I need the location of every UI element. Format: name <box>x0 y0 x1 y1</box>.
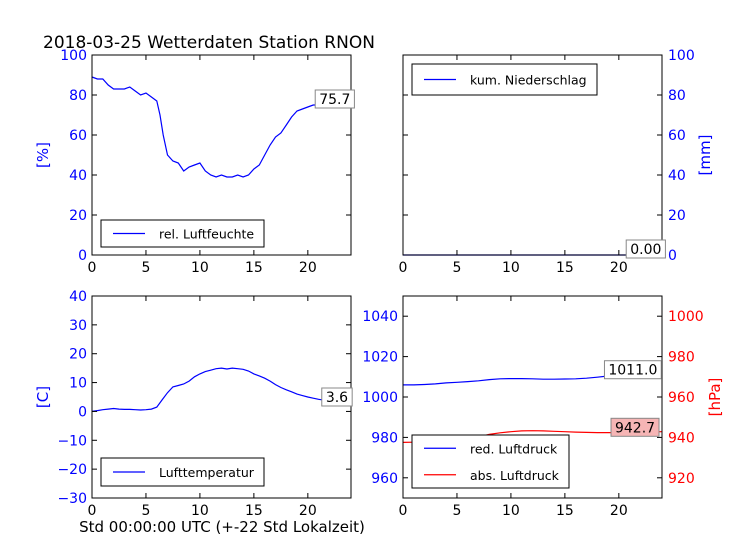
x-tick-label-pressure: 5 <box>452 503 461 519</box>
y-tick-label-humidity: 0 <box>78 248 87 264</box>
value-annotation-pressure-1: 942.7 <box>615 420 655 436</box>
y-tick-label-humidity: 60 <box>69 128 87 144</box>
y-tick-label-humidity: 80 <box>69 88 87 104</box>
y-right-axis-label-pressure: [hPa] <box>706 378 724 417</box>
y-tick-label-pressure: 1020 <box>362 350 398 366</box>
y-tick-label-temperature: −20 <box>57 462 87 478</box>
x-tick-label-precip: 5 <box>452 260 461 276</box>
x-tick-label-pressure: 15 <box>556 503 574 519</box>
legend-label-pressure-0: red. Luftdruck <box>470 441 558 456</box>
y-right-tick-label-pressure: 940 <box>668 430 695 446</box>
legend-label-precip-0: kum. Niederschlag <box>470 73 587 88</box>
y-tick-label-pressure: 960 <box>371 471 398 487</box>
y-tick-label-temperature: 20 <box>69 347 87 363</box>
x-tick-label-humidity: 0 <box>88 260 97 276</box>
y-right-tick-label-pressure: 1000 <box>668 309 704 325</box>
y-tick-label-precip: 60 <box>668 128 686 144</box>
x-tick-label-pressure: 20 <box>610 503 628 519</box>
value-annotation-box-pressure <box>610 417 660 437</box>
x-tick-label-humidity: 15 <box>245 260 263 276</box>
x-tick-label-humidity: 10 <box>191 260 209 276</box>
x-tick-label-pressure: 0 <box>399 503 408 519</box>
y-tick-label-pressure: 980 <box>371 430 398 446</box>
y-tick-label-humidity: 100 <box>60 48 87 64</box>
y-tick-label-temperature: 40 <box>69 289 87 305</box>
x-tick-label-temperature: 0 <box>88 503 97 519</box>
value-annotation-humidity-0: 75.7 <box>319 92 350 108</box>
y-tick-label-humidity: 40 <box>69 168 87 184</box>
y-tick-label-precip: 20 <box>668 208 686 224</box>
y-tick-label-temperature: 10 <box>69 376 87 392</box>
axes-frame-precip <box>402 54 663 256</box>
legend-pressure <box>411 434 570 489</box>
y-tick-label-precip: 40 <box>668 168 686 184</box>
y-tick-label-humidity: 20 <box>69 208 87 224</box>
value-annotation-box-humidity <box>314 89 355 109</box>
y-tick-label-temperature: −10 <box>57 433 87 449</box>
y-right-tick-label-pressure: 980 <box>668 350 695 366</box>
y-axis-label-temperature: [C] <box>34 386 52 408</box>
axes-frame-humidity <box>91 54 352 256</box>
series-line-temperature-0 <box>91 367 352 412</box>
legend-label-pressure-1: abs. Luftdruck <box>470 468 560 483</box>
y-right-tick-label-pressure: 920 <box>668 471 695 487</box>
y-axis-label-precip: [mm] <box>696 135 714 176</box>
chart-temperature: 0 5 10 15 20 −30 −20 −10 0 10 20 30 40 [C] 3.6 Lufttemp… <box>34 289 353 519</box>
value-annotation-box-precip <box>625 239 666 259</box>
y-right-tick-label-pressure: 960 <box>668 390 695 406</box>
y-axis-label-humidity: [%] <box>34 142 52 168</box>
y-tick-label-temperature: 0 <box>78 404 87 420</box>
y-tick-label-pressure: 1000 <box>362 390 398 406</box>
y-tick-label-precip: 80 <box>668 88 686 104</box>
legend-label-temperature-0: Lufttemperatur <box>159 465 255 480</box>
y-tick-label-precip: 100 <box>668 48 695 64</box>
x-axis-label: Std 00:00:00 UTC (+-22 Std Lokalzeit) <box>79 518 365 536</box>
value-annotation-temperature-0: 3.6 <box>326 390 348 406</box>
x-tick-label-pressure: 10 <box>502 503 520 519</box>
y-tick-label-temperature: 30 <box>69 318 87 334</box>
x-tick-label-temperature: 15 <box>245 503 263 519</box>
x-tick-label-humidity: 20 <box>299 260 317 276</box>
y-tick-label-precip: 0 <box>668 248 677 264</box>
y-tick-label-pressure: 1040 <box>362 309 398 325</box>
value-annotation-box-temperature <box>321 387 353 407</box>
x-tick-label-precip: 20 <box>610 260 628 276</box>
x-tick-label-temperature: 5 <box>141 503 150 519</box>
series-line-humidity-0 <box>91 76 352 178</box>
x-tick-label-precip: 0 <box>399 260 408 276</box>
y-tick-label-temperature: −30 <box>57 491 87 507</box>
value-annotation-box-pressure <box>603 360 662 380</box>
chart-humidity: 0 5 10 15 20 0 20 40 60 80 100 [%] 75.7 rel. Luftfeuc… <box>34 48 355 276</box>
x-tick-label-humidity: 5 <box>141 260 150 276</box>
value-annotation-precip-0: 0.00 <box>630 242 661 258</box>
x-tick-label-precip: 10 <box>502 260 520 276</box>
value-annotation-pressure-0: 1011.0 <box>608 363 657 379</box>
x-tick-label-temperature: 10 <box>191 503 209 519</box>
legend-label-humidity-0: rel. Luftfeuchte <box>159 227 254 242</box>
x-tick-label-precip: 15 <box>556 260 574 276</box>
figure-title: 2018-03-25 Wetterdaten Station RNON <box>43 33 375 53</box>
x-tick-label-temperature: 20 <box>299 503 317 519</box>
chart-precip: 0 5 10 15 20 0 20 40 60 80 100 [mm] 0.00 kum. Nieders… <box>399 48 714 276</box>
chart-pressure: 0 5 10 15 20 960 980 1000 1020 1040 920 940 960 980 10… <box>362 295 724 519</box>
